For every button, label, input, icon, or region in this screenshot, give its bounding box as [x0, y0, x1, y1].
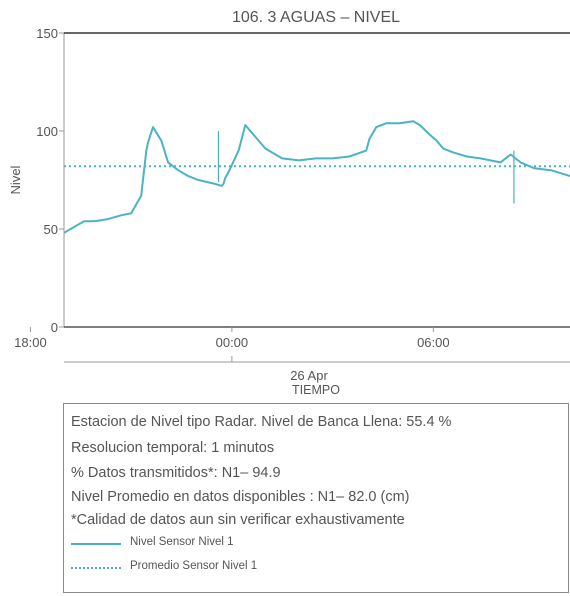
- info-line-resolution: Resolucion temporal: 1 minutos: [71, 440, 275, 456]
- legend-swatch-dotted: [71, 567, 121, 569]
- x-tick-label: 18:00: [14, 335, 47, 350]
- info-line-station: Estacion de Nivel tipo Radar. Nivel de B…: [71, 414, 452, 430]
- legend-label: Promedio Sensor Nivel 1: [130, 560, 258, 572]
- level-series-line: [63, 120, 570, 234]
- chart-canvas: 0 50 100 150 18:00 00:00 06:00 106. 3 AGUAS – …: [8, 9, 570, 397]
- x-axis-date-label: 26 Apr: [290, 368, 328, 383]
- y-tick-label: 100: [36, 124, 58, 139]
- y-tick-label: 0: [51, 320, 58, 335]
- legend-swatch-solid: [71, 543, 121, 545]
- x-tick-label: 00:00: [216, 335, 249, 350]
- y-tick-label: 150: [36, 26, 58, 41]
- x-axis-label: TIEMPO: [292, 383, 340, 397]
- chart-title: 106. 3 AGUAS – NIVEL: [232, 9, 400, 26]
- info-line-quality-note: *Calidad de datos aun sin verificar exha…: [71, 512, 405, 528]
- info-line-average: Nivel Promedio en datos disponibles : N1…: [71, 489, 410, 505]
- x-tick-label: 06:00: [417, 335, 450, 350]
- info-line-transmitted: % Datos transmitidos*: N1– 94.9: [71, 465, 281, 481]
- y-tick-label: 50: [44, 222, 58, 237]
- y-axis-label: Nivel: [8, 165, 23, 194]
- info-box: Estacion de Nivel tipo Radar. Nivel de B…: [63, 403, 569, 593]
- legend-label: Nivel Sensor Nivel 1: [130, 536, 234, 548]
